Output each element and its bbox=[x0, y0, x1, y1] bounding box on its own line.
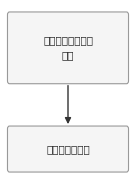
FancyBboxPatch shape bbox=[7, 12, 129, 84]
Text: 热雾机指令执行: 热雾机指令执行 bbox=[46, 144, 90, 154]
Text: 发出: 发出 bbox=[62, 50, 74, 60]
Text: 热雾机控制指令的: 热雾机控制指令的 bbox=[43, 35, 93, 45]
FancyBboxPatch shape bbox=[7, 126, 129, 172]
